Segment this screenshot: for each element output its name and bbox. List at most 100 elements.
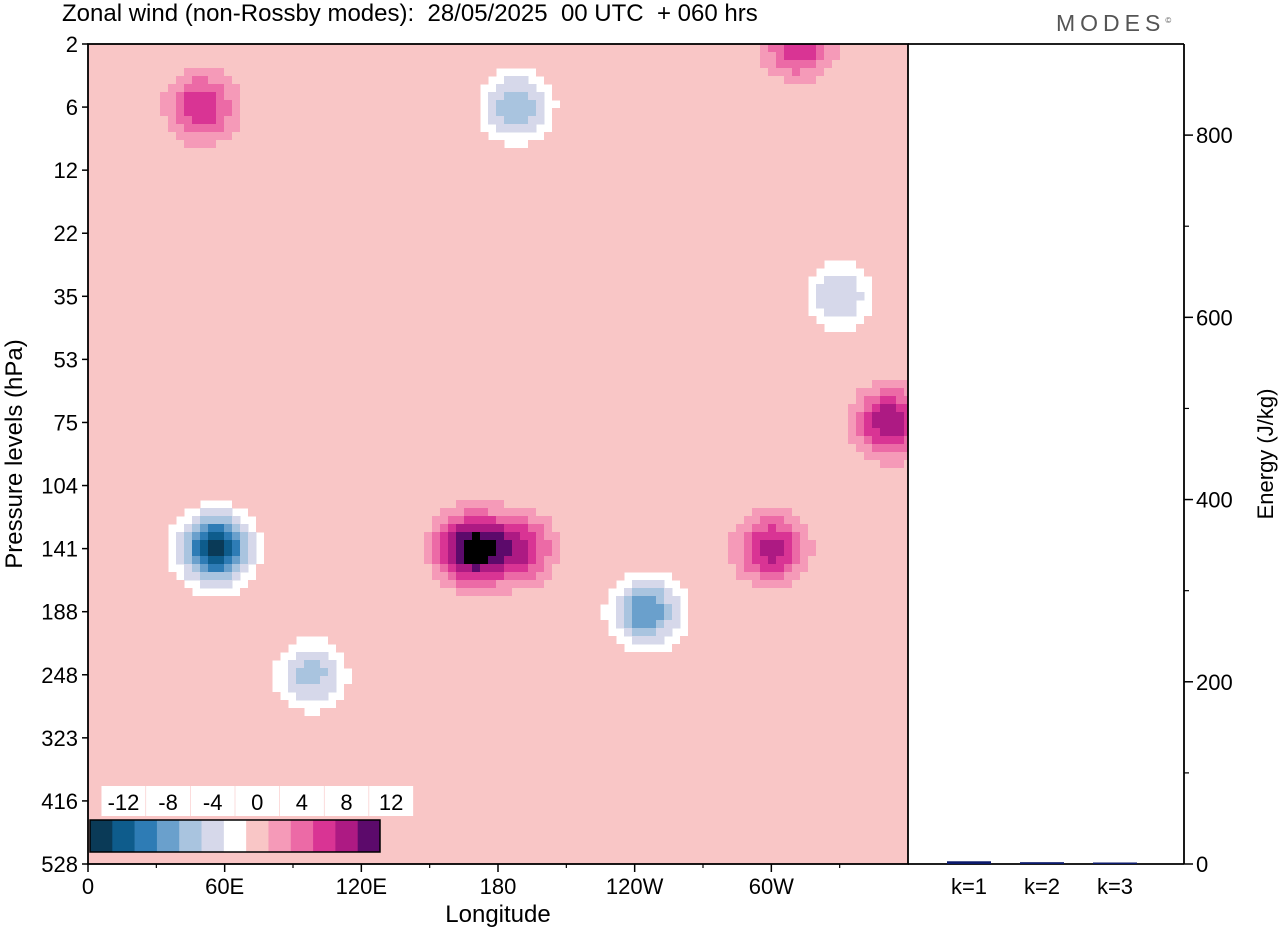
heatmap-cell [696, 84, 705, 93]
heatmap-cell [240, 196, 249, 205]
heatmap-cell [712, 172, 721, 181]
heatmap-cell [872, 140, 881, 149]
heatmap-cell [536, 244, 545, 253]
heatmap-cell [632, 412, 641, 421]
heatmap-cell [416, 180, 425, 189]
heatmap-cell [384, 60, 393, 69]
heatmap-cell [688, 348, 697, 357]
heatmap-cell [112, 340, 121, 349]
heatmap-cell [472, 212, 481, 221]
heatmap-cell [760, 364, 769, 373]
heatmap-cell [832, 308, 841, 317]
heatmap-cell [904, 220, 908, 229]
heatmap-cell [712, 404, 721, 413]
heatmap-cell [328, 268, 337, 277]
heatmap-cell [776, 132, 785, 141]
heatmap-cell [400, 172, 409, 181]
heatmap-cell [560, 284, 569, 293]
heatmap-cell [304, 196, 313, 205]
heatmap-cell [880, 364, 889, 373]
heatmap-cell [112, 428, 121, 437]
heatmap-cell [512, 420, 521, 429]
heatmap-cell [656, 132, 665, 141]
heatmap-cell [856, 140, 865, 149]
heatmap-cell [280, 380, 289, 389]
heatmap-cell [904, 332, 908, 341]
heatmap-cell [320, 60, 329, 69]
heatmap-cell [376, 268, 385, 277]
heatmap-cell [848, 68, 857, 77]
heatmap-cell [376, 340, 385, 349]
heatmap-cell [752, 404, 761, 413]
heatmap-cell [192, 148, 201, 157]
heatmap-cell [864, 76, 873, 85]
heatmap-cell [232, 412, 241, 421]
heatmap-cell [704, 244, 713, 253]
heatmap-cell [816, 44, 825, 53]
heatmap-cell [904, 52, 908, 61]
heatmap-cell [576, 348, 585, 357]
heatmap-cell [616, 428, 625, 437]
heatmap-cell [632, 140, 641, 149]
heatmap-cell [768, 44, 777, 53]
heatmap-cell [552, 324, 561, 333]
heatmap-cell [648, 348, 657, 357]
heatmap-cell [120, 404, 129, 413]
heatmap-cell [584, 252, 593, 261]
heatmap-cell [808, 124, 817, 133]
heatmap-cell [744, 132, 753, 141]
heatmap-cell [328, 332, 337, 341]
heatmap-cell [536, 180, 545, 189]
heatmap-cell [136, 292, 145, 301]
heatmap-cell [872, 428, 881, 437]
heatmap-cell [440, 164, 449, 173]
heatmap-cell [584, 308, 593, 317]
heatmap-cell [272, 284, 281, 293]
heatmap-cell [584, 356, 593, 365]
heatmap-cell [560, 228, 569, 237]
heatmap-cell [608, 348, 617, 357]
heatmap-cell [360, 228, 369, 237]
heatmap-cell [304, 372, 313, 381]
heatmap-cell [136, 180, 145, 189]
heatmap-cell [432, 188, 441, 197]
heatmap-cell [360, 380, 369, 389]
heatmap-cell [792, 84, 801, 93]
heatmap-cell [104, 60, 113, 69]
heatmap-cell [216, 364, 225, 373]
heatmap-cell [680, 252, 689, 261]
heatmap-cell [880, 76, 889, 85]
heatmap-cell [616, 148, 625, 157]
heatmap-cell [624, 180, 633, 189]
heatmap-cell [136, 156, 145, 165]
heatmap-cell [264, 196, 273, 205]
heatmap-cell [776, 140, 785, 149]
heatmap-cell [376, 212, 385, 221]
heatmap-cell [344, 228, 353, 237]
heatmap-cell [744, 340, 753, 349]
heatmap-cell [152, 348, 161, 357]
heatmap-cell [632, 388, 641, 397]
heatmap-cell [304, 76, 313, 85]
heatmap-cell [88, 60, 97, 69]
heatmap-cell [688, 236, 697, 245]
heatmap-cell [568, 156, 577, 165]
heatmap-cell [112, 188, 121, 197]
heatmap-cell [840, 124, 849, 133]
heatmap-cell [160, 236, 169, 245]
heatmap-cell [592, 292, 601, 301]
heatmap-cell [576, 332, 585, 341]
heatmap-cell [304, 284, 313, 293]
heatmap-cell [104, 116, 113, 125]
heatmap-cell [256, 132, 265, 141]
heatmap-cell [256, 244, 265, 253]
heatmap-cell [416, 204, 425, 213]
heatmap-cell [648, 84, 657, 93]
heatmap-cell [728, 172, 737, 181]
heatmap-cell [464, 316, 473, 325]
heatmap-cell [456, 148, 465, 157]
heatmap-cell [664, 212, 673, 221]
heatmap-cell [840, 76, 849, 85]
heatmap-cell [448, 68, 457, 77]
heatmap-cell [680, 68, 689, 77]
